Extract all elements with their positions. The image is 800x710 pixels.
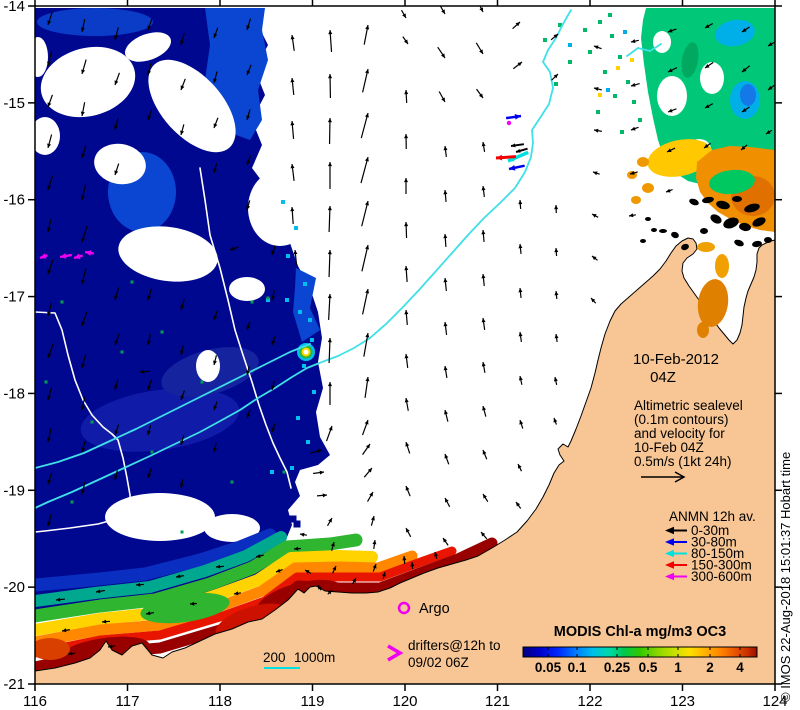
x-axis-tick-label: 117	[116, 693, 140, 710]
depth-arrow-icon	[665, 526, 687, 535]
anmn-legend: ANMN 12h av. 0-30m 30-80m 80-150m 150-30…	[665, 509, 756, 584]
x-axis-tick-label: 121	[485, 693, 510, 710]
y-axis-tick-label: -20	[3, 579, 25, 596]
colorbar: MODIS Chl-a mg/m3 OC3 0.05 0.1 0.25 0.5 1 2 4	[522, 624, 758, 675]
scale-1000-label: 1000m	[294, 650, 335, 665]
colorbar-tick-label: 1	[674, 660, 682, 675]
x-axis-tick-label: 119	[301, 693, 325, 710]
depth-arrow-icon	[665, 538, 687, 546]
info-line: Altimetric sealevel	[634, 398, 743, 413]
y-axis-tick-label: -18	[3, 385, 25, 402]
x-axis-tick-label: 124	[762, 693, 787, 710]
x-axis-tick-label: 118	[208, 693, 232, 710]
anmn-legend-title: ANMN 12h av.	[669, 509, 756, 524]
argo-label: Argo	[419, 601, 450, 617]
info-line: and velocity for	[634, 426, 725, 441]
y-axis-tick-label: -17	[3, 289, 25, 306]
drifters-label-line1: drifters@12h to	[408, 638, 501, 653]
map-plot-area[interactable]	[28, 2, 775, 684]
depth-arrow-icon	[665, 561, 687, 569]
velocity-vector-field	[46, 6, 775, 656]
info-line: 0.5m/s (1kt 24h)	[634, 454, 732, 469]
x-axis-tick-label: 123	[670, 693, 695, 710]
date-line2: 04Z	[650, 369, 676, 386]
colorbar-tick-label: 0.05	[535, 660, 562, 675]
colorbar-gradient	[522, 646, 758, 658]
anmn-item-label: 80-150m	[691, 546, 744, 561]
land-australia	[35, 237, 775, 684]
info-line: (0.1m contours)	[634, 412, 729, 427]
argo-marker-icon	[397, 601, 411, 615]
depth-arrow-icon	[665, 549, 687, 558]
info-line: 10-Feb 04Z	[634, 440, 704, 455]
anmn-item-label: 30-80m	[691, 535, 737, 550]
colorbar-tick-label: 0.5	[639, 660, 658, 675]
anmn-item-label: 0-30m	[691, 523, 729, 538]
y-axis-tick-label: -21	[3, 676, 25, 693]
drifter-marker-icon	[387, 644, 404, 662]
anmn-mooring-arrows	[495, 113, 529, 171]
y-axis-tick-label: -16	[3, 192, 25, 209]
depth-contour-legend: 200 1000m	[263, 650, 335, 669]
drifters-label-line2: 09/02 06Z	[408, 655, 469, 670]
colorbar-tick-label: 0.1	[568, 660, 587, 675]
credit-line: © IMOS 22-Aug-2018 15:01:37 Hobart time	[778, 452, 793, 702]
velocity-reference-arrow-icon	[641, 471, 686, 483]
drifters-legend: drifters@12h to 09/02 06Z	[387, 638, 501, 670]
anmn-legend-item: 300-600m	[665, 569, 752, 584]
x-axis-tick-label: 122	[577, 693, 602, 710]
argo-legend: Argo	[397, 601, 450, 617]
colorbar-tick-label: 4	[736, 660, 744, 675]
y-axis-tick-label: -15	[3, 95, 25, 112]
axes: 116 117 118 119 120 121 122 123 124-14-15-16-17-…	[3, 0, 788, 710]
x-axis-tick-label: 120	[392, 693, 417, 710]
colorbar-tick-label: 0.25	[604, 660, 631, 675]
drifter-track-markers	[39, 250, 95, 260]
anmn-legend-item: 0-30m	[665, 523, 729, 538]
date-line1: 10-Feb-2012	[633, 351, 719, 368]
colorbar-tick-label: 2	[706, 660, 714, 675]
depth-arrow-icon	[665, 572, 687, 581]
scale-200-label: 200	[263, 650, 286, 665]
y-axis-tick-label: -14	[3, 0, 25, 15]
colorbar-title: MODIS Chl-a mg/m3 OC3	[554, 624, 726, 640]
anmn-legend-item: 80-150m	[665, 546, 744, 561]
colorbar-ticks: 0.05 0.1 0.25 0.5 1 2 4	[535, 647, 744, 675]
anmn-legend-item: 30-80m	[665, 535, 737, 550]
anmn-legend-item: 150-300m	[665, 558, 752, 573]
altimetry-info: Altimetric sealevel (0.1m contours) and …	[634, 398, 743, 483]
anmn-item-label: 300-600m	[691, 569, 752, 584]
x-axis-tick-label: 116	[23, 693, 47, 710]
anmn-item-label: 150-300m	[691, 558, 752, 573]
y-axis-tick-label: -19	[3, 482, 25, 499]
